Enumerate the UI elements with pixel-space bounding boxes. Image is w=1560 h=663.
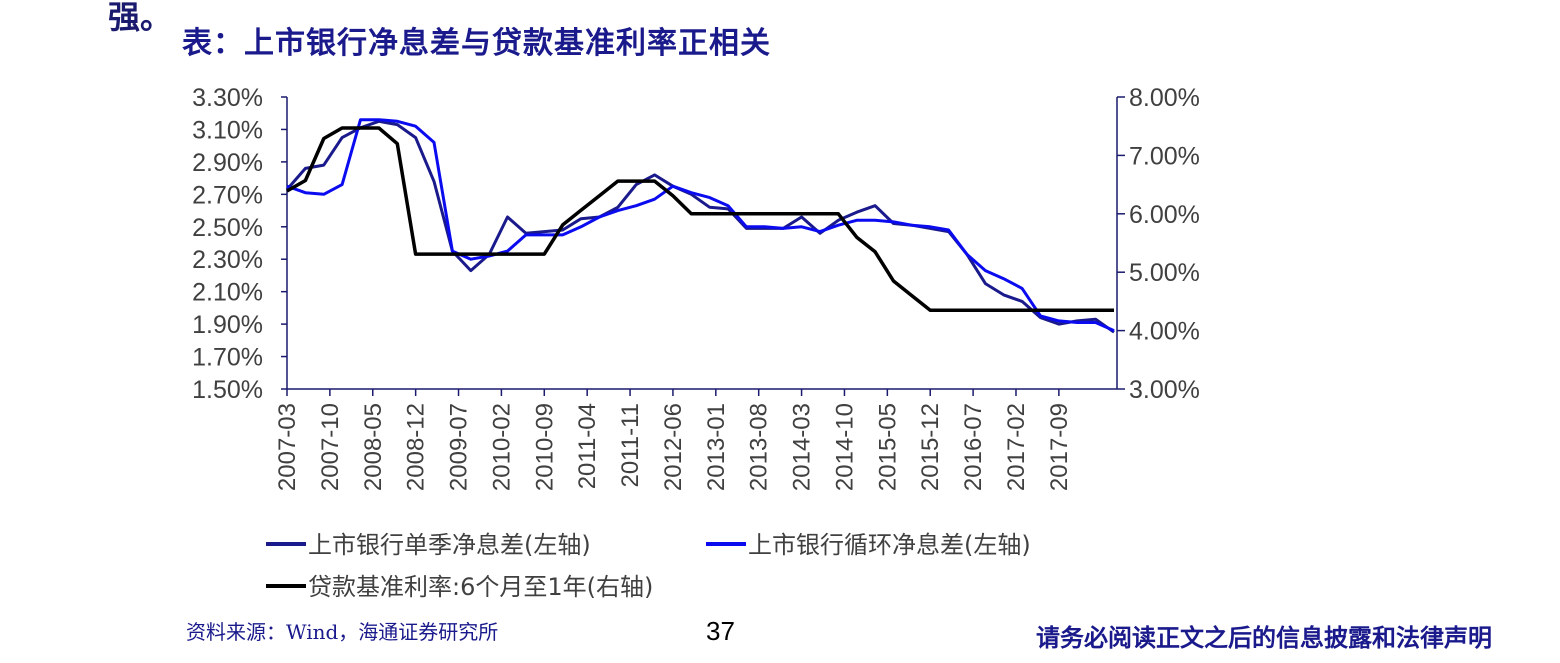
left-tick-label: 1.90%: [192, 311, 263, 339]
chart-legend: 上市银行单季净息差(左轴) 上市银行循环净息差(左轴) 贷款基准利率:6个月至1年(…: [266, 531, 1031, 601]
right-tick-label: 6.00%: [1129, 201, 1200, 229]
disclaimer: 请务必阅读正文之后的信息披露和法律声明: [1036, 623, 1492, 652]
left-tick-label: 3.30%: [192, 84, 263, 112]
right-tick-label: 5.00%: [1129, 259, 1200, 287]
chart-axes: 3.30% 3.10% 2.90% 2.70% 2.50% 2.30% 2.10% 1.90%…: [192, 84, 1200, 491]
series-line-3: [286, 126, 1114, 312]
x-tick-label: 2013-01: [703, 403, 730, 491]
x-tick-label: 2008-12: [403, 403, 430, 491]
x-tick-label: 2017-02: [1003, 403, 1030, 491]
x-tick-label: 2009-07: [446, 403, 473, 491]
x-tick-label: 2015-12: [917, 403, 944, 491]
x-tick-label: 2016-07: [960, 403, 987, 491]
x-tick-label: 2011-11: [617, 403, 644, 488]
left-tick-label: 2.10%: [192, 279, 263, 307]
left-tick-label: 3.10%: [192, 116, 263, 144]
right-tick-label: 4.00%: [1129, 318, 1200, 346]
x-tick-label: 2013-08: [746, 403, 773, 491]
chart-title: 表：上市银行净息差与贷款基准利率正相关: [182, 26, 771, 61]
left-tick-label: 2.30%: [192, 246, 263, 274]
right-tick-label: 8.00%: [1129, 84, 1200, 112]
x-tick-label: 2014-10: [831, 403, 858, 491]
left-tick-label: 2.50%: [192, 214, 263, 242]
x-tick-label: 2010-02: [488, 403, 515, 491]
left-tick-label: 1.50%: [192, 376, 263, 404]
legend-label-2: 上市银行循环净息差(左轴): [748, 531, 1031, 559]
x-tick-label: 2007-03: [274, 403, 301, 491]
left-tick-label: 2.90%: [192, 149, 263, 177]
series-line-2: [286, 118, 1115, 332]
page-number: 37: [706, 616, 735, 646]
left-tick-label: 1.70%: [192, 344, 263, 372]
x-tick-label: 2015-05: [874, 403, 901, 491]
x-tick-label: 2017-09: [1046, 403, 1073, 491]
chart-lines: [285, 118, 1115, 334]
x-tick-label: 2010-09: [531, 403, 558, 491]
right-tick-label: 7.00%: [1129, 142, 1200, 170]
legend-label-3: 贷款基准利率:6个月至1年(右轴): [308, 573, 653, 601]
left-tick-label: 2.70%: [192, 181, 263, 209]
x-tick-label: 2011-04: [574, 403, 601, 489]
source-note: 资料来源：Wind，海通证券研究所: [186, 620, 499, 644]
previous-page-text: 强。: [108, 0, 173, 36]
legend-label-1: 上市银行单季净息差(左轴): [308, 531, 591, 559]
x-tick-label: 2007-10: [317, 403, 344, 491]
series-line-1: [285, 119, 1115, 334]
x-tick-label: 2014-03: [789, 403, 816, 491]
x-tick-label: 2012-06: [660, 403, 687, 491]
right-tick-label: 3.00%: [1129, 376, 1200, 404]
x-tick-label: 2008-05: [360, 403, 387, 491]
